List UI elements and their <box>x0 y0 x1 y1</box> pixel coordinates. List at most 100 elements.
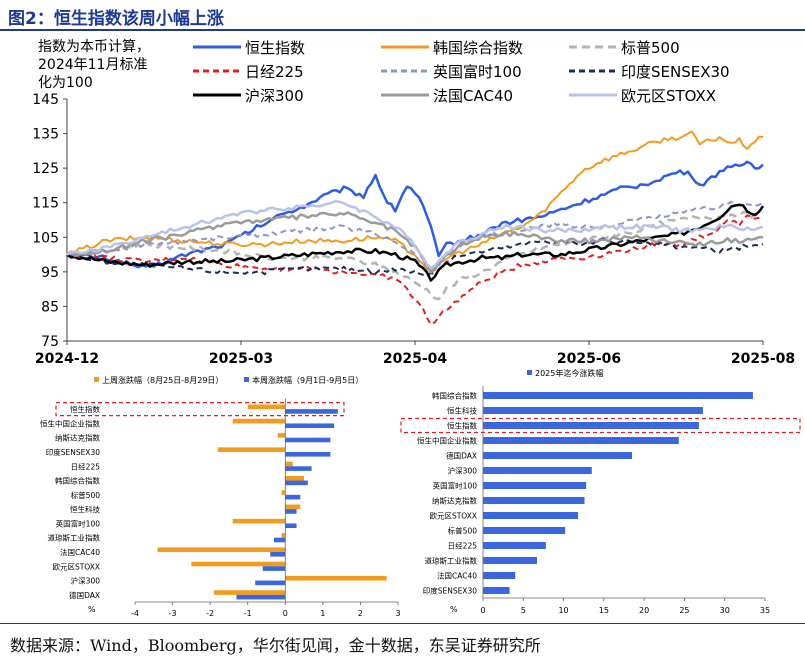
bar <box>285 423 335 429</box>
category-label: 德国DAX <box>446 451 477 461</box>
x-tick-label: 2025-03 <box>209 351 273 367</box>
legend-label: 印度SENSEX30 <box>621 63 730 81</box>
category-label: 日经225 <box>448 541 478 551</box>
bar <box>236 594 286 600</box>
title-rule <box>0 29 805 31</box>
legend-swatch <box>244 377 249 382</box>
bottom-rule <box>0 623 805 624</box>
chart-note-line: 指数为本币计算， <box>38 39 150 55</box>
bar <box>483 452 633 459</box>
x-tick-label: 30 <box>720 606 730 615</box>
x-tick-label: 2024-12 <box>35 351 99 367</box>
x-tick-label: -2 <box>206 609 214 618</box>
x-tick-label: 20 <box>639 606 649 615</box>
bar <box>274 537 286 543</box>
bar <box>285 475 305 481</box>
y-tick-label: 135 <box>32 127 59 143</box>
legend-label: 标普500 <box>621 39 680 57</box>
bar <box>262 566 286 571</box>
bar <box>483 392 753 399</box>
x-tick-label: 2 <box>358 609 363 618</box>
category-label: 法国CAC40 <box>60 547 100 557</box>
bar <box>270 552 286 557</box>
x-tick-label: -4 <box>131 609 139 618</box>
category-label: 法国CAC40 <box>437 571 477 581</box>
category-label: 恒生中国企业指数 <box>417 436 477 446</box>
bar <box>285 494 301 500</box>
category-label: 恒生指数 <box>70 404 100 414</box>
category-label: 纳斯达克指数 <box>55 433 100 443</box>
y-tick-label: 145 <box>32 92 59 108</box>
bar <box>285 480 308 486</box>
bar <box>285 409 338 414</box>
highlight-box <box>400 417 801 434</box>
series-line <box>66 200 764 270</box>
bar <box>483 407 703 414</box>
category-label: 标普500 <box>71 490 101 500</box>
legend-label: 2025年迄今涨跌幅 <box>535 368 603 378</box>
y-tick-label: 125 <box>32 161 59 177</box>
legend-label: 法国CAC40 <box>433 87 513 105</box>
legend-swatch <box>527 370 532 375</box>
category-label: 韩国综合指数 <box>432 391 477 401</box>
bar <box>285 509 297 514</box>
x-tick-label: 35 <box>760 606 770 615</box>
bar <box>483 467 592 474</box>
source-note: 数据来源：Wind，Bloomberg，华尔街见闻，金十数据，东吴证券研究所 <box>10 636 541 655</box>
series-line <box>66 210 764 301</box>
bar <box>483 422 699 429</box>
category-label: 欧元区STOXX <box>52 561 100 571</box>
highlight-box <box>55 402 345 417</box>
category-label: 欧元区STOXX <box>429 511 477 521</box>
unit-label: % <box>88 605 96 614</box>
legend-label: 上周涨跌幅（8月25日-8月29日） <box>102 375 223 385</box>
bar <box>277 433 286 438</box>
x-tick-label: 2025-06 <box>557 351 621 367</box>
x-tick-label: 25 <box>679 606 689 615</box>
bar <box>285 504 301 510</box>
bar <box>285 452 331 457</box>
unit-label: % <box>450 605 458 614</box>
title-bar: 图2：恒生指数该周小幅上涨 <box>0 0 805 31</box>
bar <box>285 437 331 443</box>
bar <box>191 561 286 567</box>
x-tick-label: -3 <box>169 609 177 618</box>
series-line <box>66 237 764 276</box>
bar <box>483 512 579 519</box>
category-label: 标普500 <box>448 526 478 536</box>
x-tick-label: 1 <box>320 609 325 618</box>
bar <box>285 461 293 467</box>
bar <box>255 580 286 586</box>
category-label: 日经225 <box>71 461 101 471</box>
category-label: 韩国综合指数 <box>55 476 100 486</box>
series-line <box>66 214 764 326</box>
bar <box>285 523 297 529</box>
x-tick-label: -1 <box>244 609 252 618</box>
category-label: 英国富时100 <box>56 518 101 528</box>
series-line <box>66 203 765 282</box>
x-tick-label: 5 <box>521 606 526 615</box>
figure-title: 图2：恒生指数该周小幅上涨 <box>8 9 224 29</box>
category-label: 恒生科技 <box>447 406 477 416</box>
bar <box>157 547 286 552</box>
series-line <box>66 200 764 273</box>
legend-label: 欧元区STOXX <box>621 87 716 105</box>
legend-label: 本周涨跌幅（9月1日-9月5日） <box>252 375 363 385</box>
series-line <box>66 160 764 269</box>
bar <box>217 447 286 452</box>
x-tick-label: 15 <box>599 606 609 615</box>
x-tick-label: 2025-04 <box>383 351 448 367</box>
category-label: 沪深300 <box>71 576 101 586</box>
bar <box>213 590 286 595</box>
x-tick-label: 0 <box>283 609 288 618</box>
category-label: 印度SENSEX30 <box>46 447 101 457</box>
legend-label: 日经225 <box>245 63 304 81</box>
bar <box>483 557 537 564</box>
bar <box>247 404 286 410</box>
x-tick-label: 2025-08 <box>731 351 795 367</box>
bar <box>285 575 387 581</box>
bar <box>483 572 516 579</box>
category-label: 印度SENSEX30 <box>423 586 478 596</box>
category-label: 英国富时100 <box>433 481 478 491</box>
chart-note-line: 化为100 <box>38 75 93 91</box>
